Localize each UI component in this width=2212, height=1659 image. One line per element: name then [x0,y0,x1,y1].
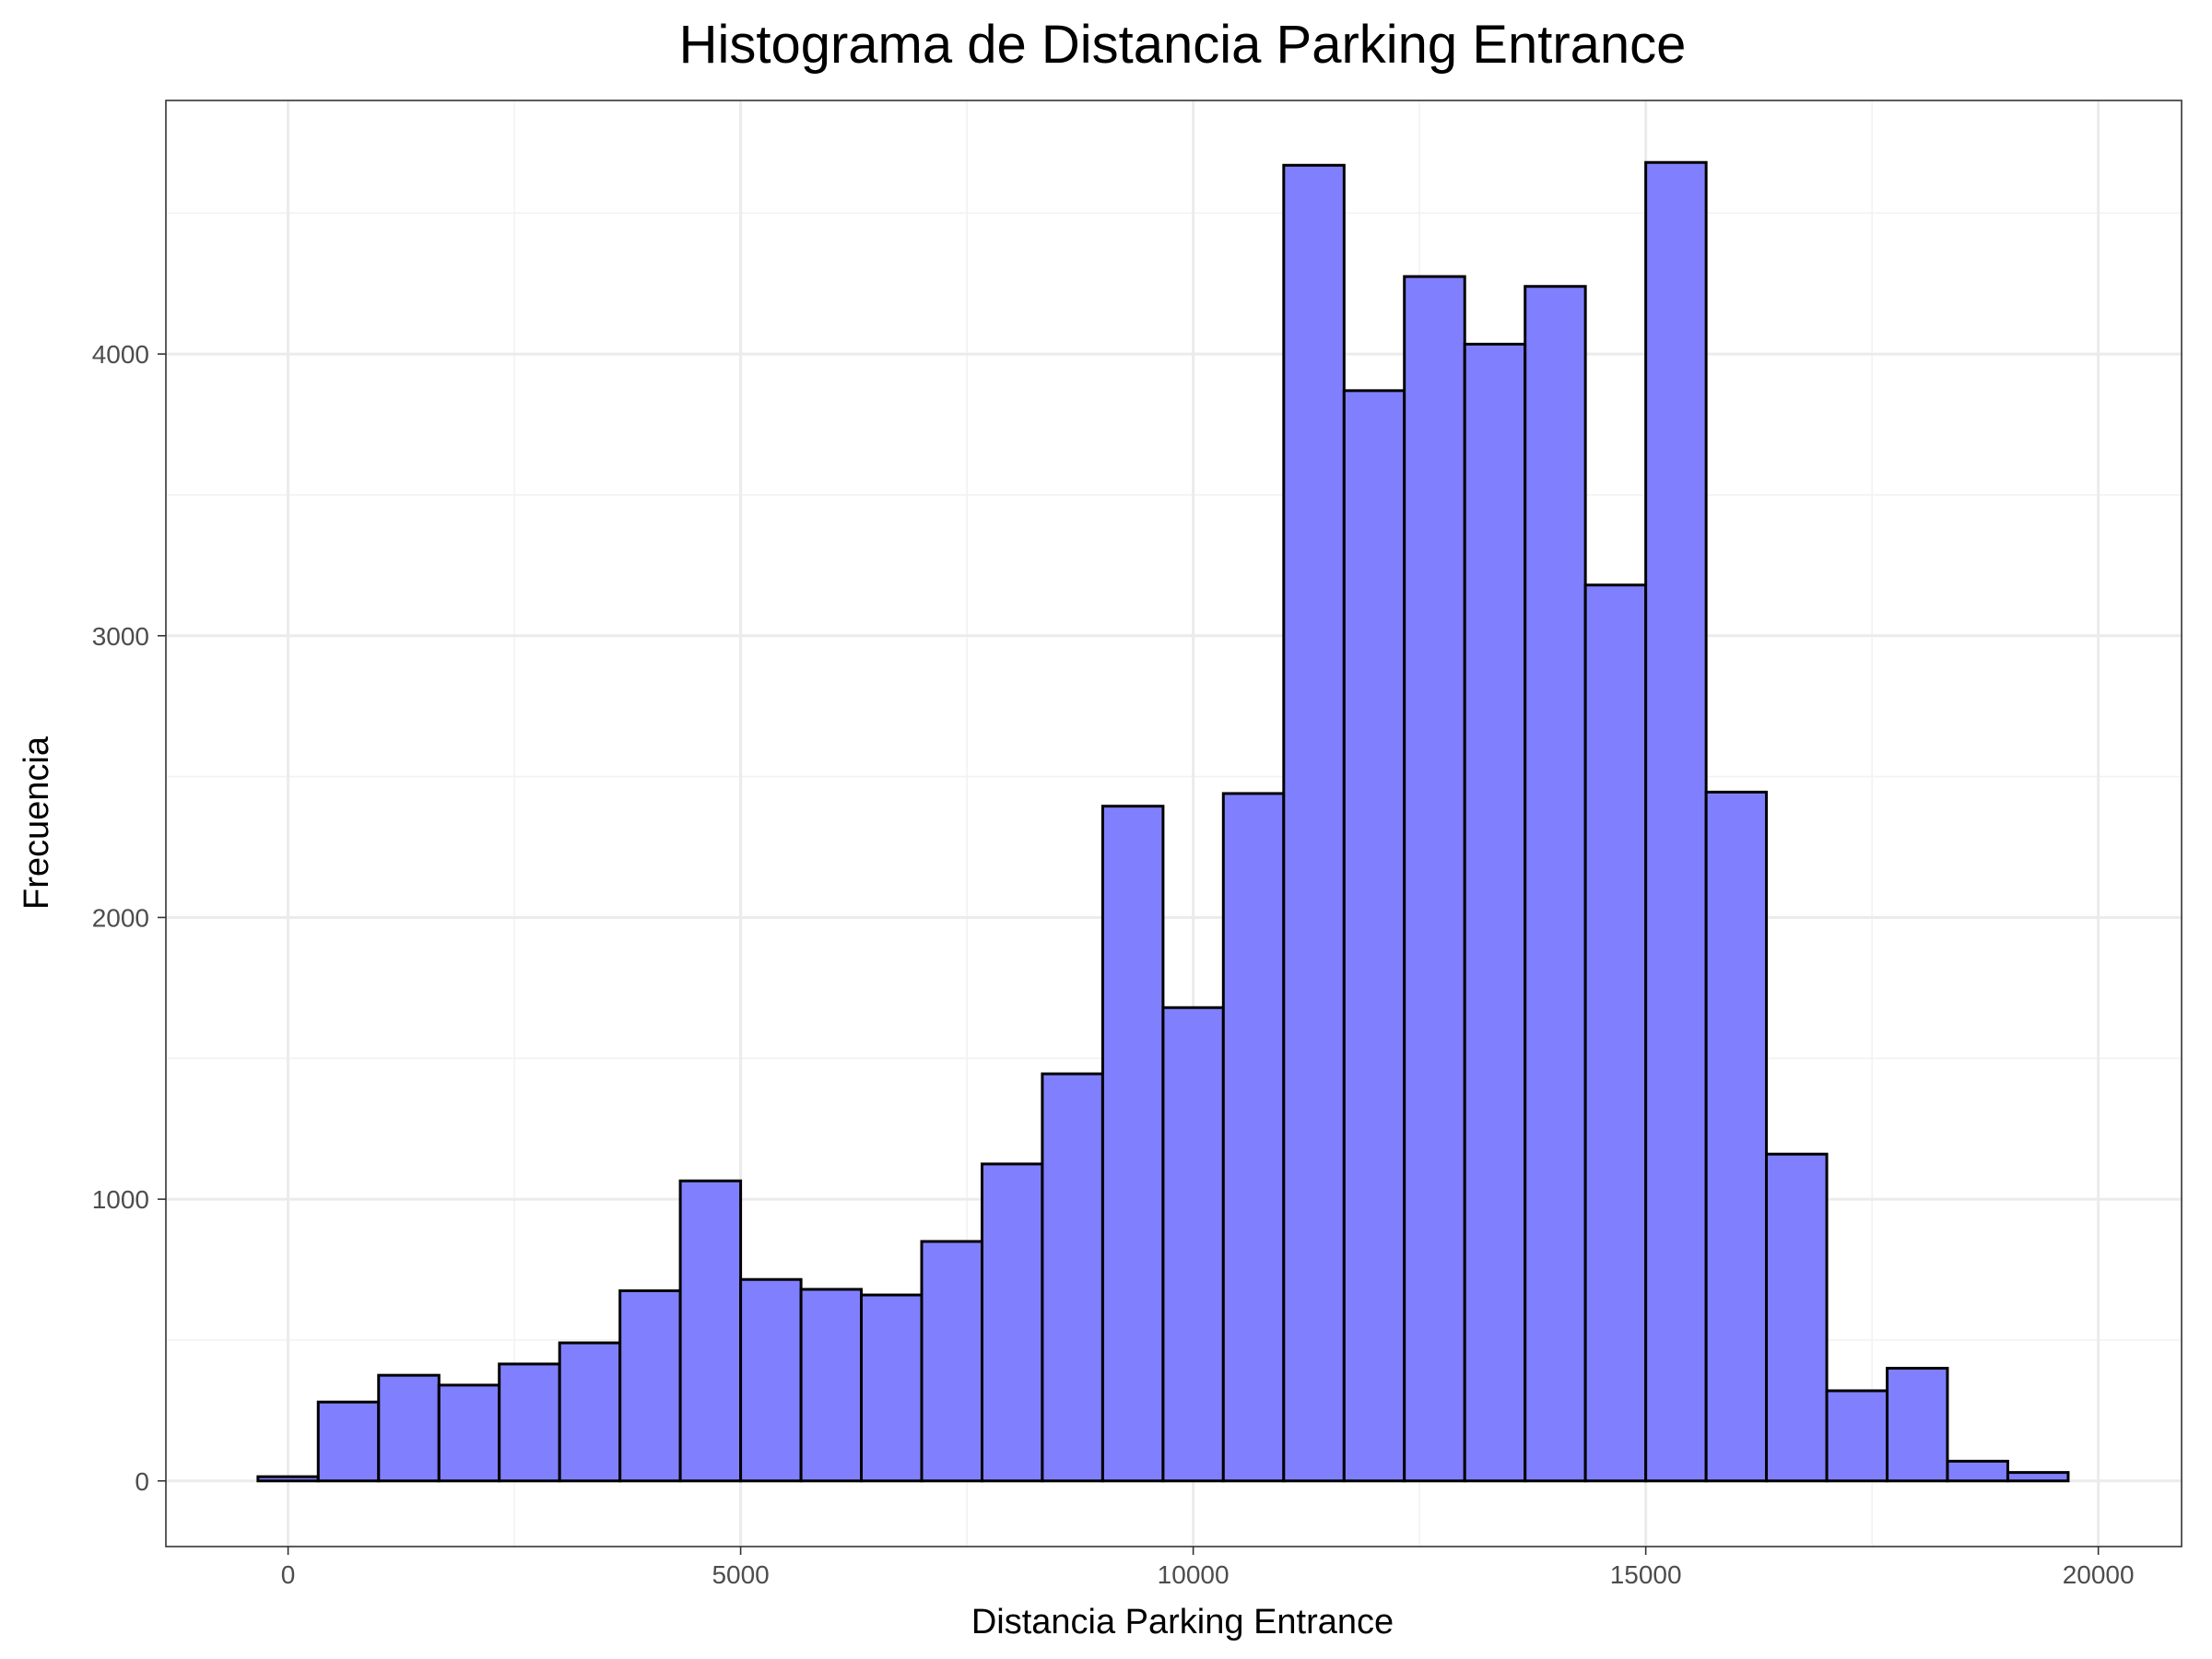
histogram-bar-29 [2006,1471,2070,1483]
histogram-bar-17 [1282,163,1346,1483]
histogram-bar-0 [256,1475,320,1483]
y-tick-label: 4000 [92,340,149,369]
histogram-bar-28 [1946,1459,2009,1483]
x-tick-label: 10000 [1158,1560,1230,1589]
x-axis-title: Distancia Parking Entrance [971,1603,1394,1641]
histogram-bar-19 [1403,275,1466,1483]
histogram-bar-8 [739,1277,803,1483]
y-axis: 0 1000 2000 3000 4000 [92,340,166,1496]
histogram-bar-9 [799,1288,864,1483]
x-tick-label: 15000 [1610,1560,1682,1589]
histogram-bar-15 [1161,1006,1225,1483]
histogram-bar-18 [1342,389,1406,1483]
histogram-bar-20 [1463,342,1527,1483]
x-axis: 0 5000 10000 15000 20000 [281,1547,2135,1589]
histogram-bar-2 [377,1373,441,1483]
histogram-bar-12 [981,1162,1044,1483]
histogram-bar-6 [618,1288,682,1483]
y-tick-label: 1000 [92,1185,149,1214]
plot-panel-border [165,100,2183,1547]
y-axis-title: Frecuencia [18,735,56,910]
histogram-bars [256,160,2070,1483]
histogram-bar-24 [1704,790,1769,1483]
histogram-bar-23 [1644,160,1708,1483]
histogram-bar-26 [1825,1389,1889,1483]
y-tick-label: 2000 [92,903,149,932]
histogram-bar-22 [1583,583,1648,1483]
histogram-bar-25 [1765,1152,1829,1483]
histogram-bar-21 [1524,285,1587,1483]
histogram-bar-10 [860,1293,924,1483]
histogram-bar-13 [1041,1072,1104,1483]
x-tick-label: 5000 [712,1560,769,1589]
minor-gridlines [166,100,2182,1547]
histogram-bar-4 [498,1362,561,1483]
histogram-bar-3 [437,1383,501,1483]
histogram-bar-7 [678,1179,743,1483]
histogram-bar-16 [1221,792,1286,1483]
y-tick-label: 3000 [92,622,149,651]
x-tick-label: 20000 [2063,1560,2135,1589]
histogram-bar-14 [1100,805,1165,1483]
histogram-bar-27 [1886,1367,1949,1483]
y-tick-label: 0 [135,1467,149,1496]
histogram-bar-1 [316,1400,381,1483]
x-tick-label: 0 [281,1560,296,1589]
chart-title: Histograma de Distancia Parking Entrance [679,15,1687,75]
histogram-bar-11 [920,1240,984,1483]
histogram-bar-5 [558,1341,622,1483]
